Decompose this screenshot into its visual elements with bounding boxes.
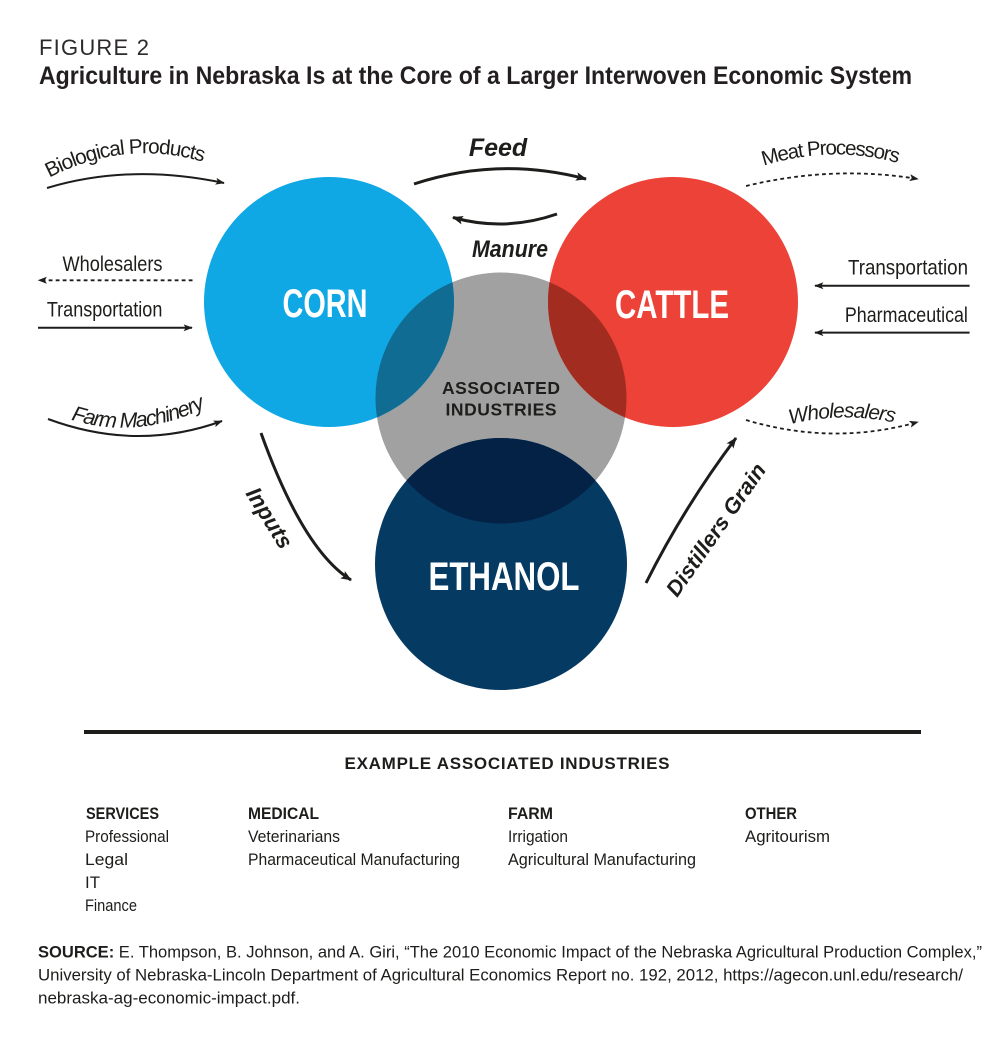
svg-text:Transportation: Transportation bbox=[47, 298, 163, 322]
svg-text:Pharmaceutical Manufacturing: Pharmaceutical Manufacturing bbox=[248, 850, 460, 869]
svg-text:Agriculture in Nebraska Is at: Agriculture in Nebraska Is at the Core o… bbox=[39, 62, 912, 90]
svg-text:Meat Processors: Meat Processors bbox=[759, 136, 902, 170]
svg-text:Distillers Grain: Distillers Grain bbox=[661, 458, 771, 601]
svg-text:INDUSTRIES: INDUSTRIES bbox=[446, 400, 557, 420]
svg-text:ETHANOL: ETHANOL bbox=[429, 555, 580, 599]
svg-text:CORN: CORN bbox=[283, 282, 368, 326]
svg-text:Wholesalers: Wholesalers bbox=[786, 399, 897, 429]
svg-text:CATTLE: CATTLE bbox=[615, 283, 729, 327]
svg-text:EXAMPLE ASSOCIATED INDUSTRIES: EXAMPLE ASSOCIATED INDUSTRIES bbox=[345, 754, 670, 773]
svg-text:Wholesalers: Wholesalers bbox=[63, 252, 163, 276]
svg-text:Finance: Finance bbox=[85, 896, 137, 915]
svg-text:nebraska-ag-economic-impact.pd: nebraska-ag-economic-impact.pdf. bbox=[38, 990, 300, 1008]
svg-text:SOURCE: E. Thompson, B. Johnso: SOURCE: E. Thompson, B. Johnson, and A. … bbox=[38, 944, 982, 962]
svg-text:Farm Machinery: Farm Machinery bbox=[70, 390, 209, 433]
svg-text:Professional: Professional bbox=[85, 827, 169, 846]
svg-text:Transportation: Transportation bbox=[848, 256, 968, 280]
svg-text:ASSOCIATED: ASSOCIATED bbox=[442, 378, 560, 398]
svg-text:IT: IT bbox=[85, 873, 100, 892]
svg-text:Veterinarians: Veterinarians bbox=[248, 827, 340, 846]
svg-text:OTHER: OTHER bbox=[745, 804, 797, 823]
svg-text:Manure: Manure bbox=[472, 236, 548, 263]
svg-text:FIGURE 2: FIGURE 2 bbox=[39, 35, 149, 60]
svg-text:Agricultural Manufacturing: Agricultural Manufacturing bbox=[508, 850, 696, 869]
svg-text:FARM: FARM bbox=[508, 804, 553, 823]
svg-text:Agritourism: Agritourism bbox=[745, 827, 830, 846]
svg-text:Inputs: Inputs bbox=[241, 483, 298, 553]
svg-text:Legal: Legal bbox=[85, 850, 128, 869]
svg-text:University of Nebraska-Lincoln: University of Nebraska-Lincoln Departmen… bbox=[38, 967, 963, 985]
svg-text:Pharmaceutical: Pharmaceutical bbox=[845, 303, 968, 327]
svg-text:SERVICES: SERVICES bbox=[86, 804, 159, 823]
svg-text:Feed: Feed bbox=[469, 134, 528, 162]
svg-text:Irrigation: Irrigation bbox=[508, 827, 568, 846]
svg-text:MEDICAL: MEDICAL bbox=[248, 804, 319, 823]
